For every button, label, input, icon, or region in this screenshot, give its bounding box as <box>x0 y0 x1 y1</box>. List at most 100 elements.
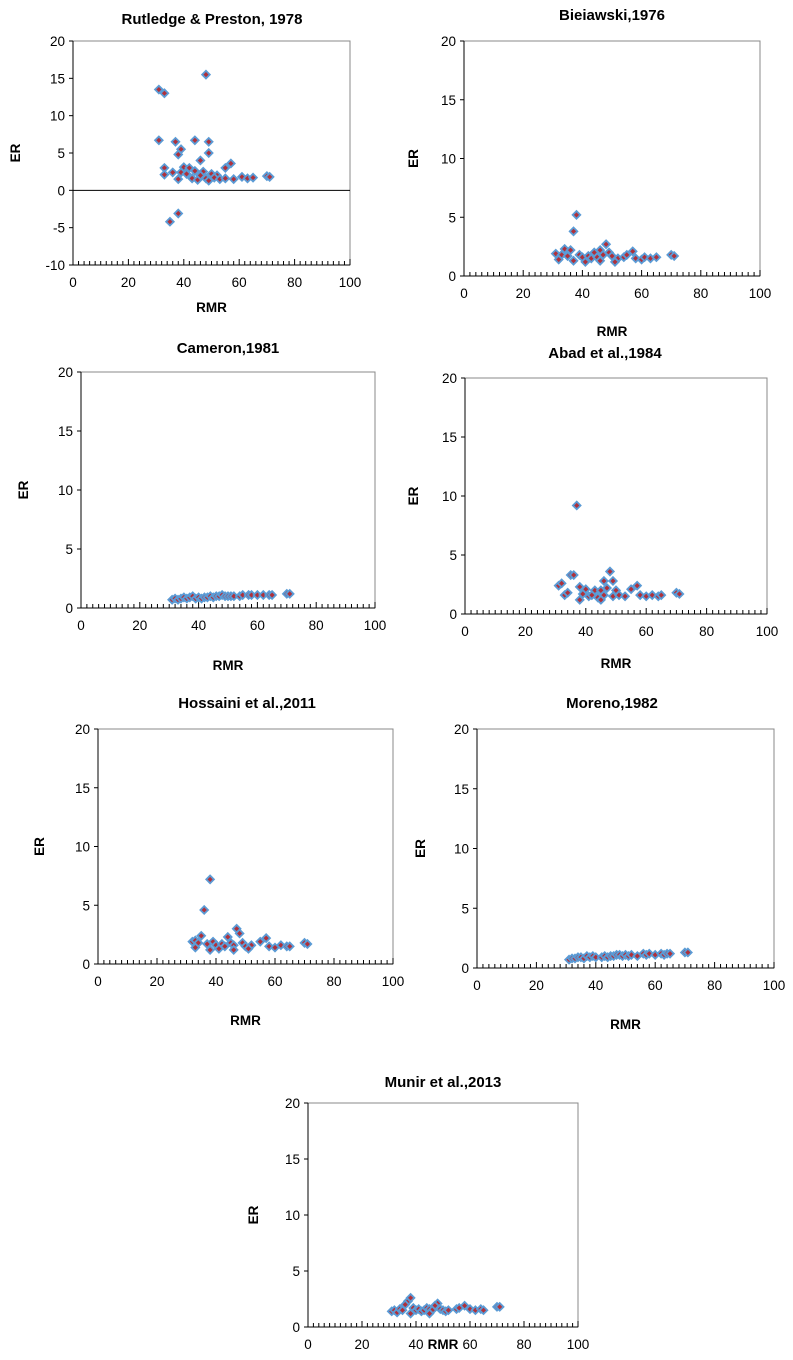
x-tick-label: 60 <box>634 286 649 301</box>
y-tick-label: 20 <box>285 1096 300 1111</box>
x-tick-label: 60 <box>648 978 663 993</box>
x-tick-label: 20 <box>518 624 533 639</box>
data-point <box>267 589 278 601</box>
data-point <box>607 575 619 587</box>
x-tick-label: 60 <box>232 275 247 290</box>
x-axis-label: RMR <box>601 656 632 671</box>
x-axis-label: RMR <box>610 1017 641 1032</box>
y-tick-label: 20 <box>441 34 456 49</box>
x-tick-label: 100 <box>339 275 362 290</box>
y-axis-label: ER <box>16 480 31 499</box>
y-axis-label: ER <box>406 149 421 168</box>
chart-title: Munir et al.,2013 <box>385 1074 502 1091</box>
x-tick-label: 100 <box>567 1337 590 1352</box>
data-point <box>255 936 266 947</box>
x-tick-label: 20 <box>354 1337 369 1352</box>
data-point <box>595 594 606 605</box>
y-tick-label: 15 <box>285 1152 300 1167</box>
scatter-panel-5: 0 5 10 15 20 0 20 40 60 80 100 Hossaini et al.,2011… <box>32 695 404 1028</box>
x-tick-label: 80 <box>699 624 714 639</box>
data-point <box>562 250 573 262</box>
y-tick-label: 0 <box>448 269 456 284</box>
x-tick-label: 0 <box>77 618 85 633</box>
data-point <box>669 250 680 262</box>
data-point <box>195 155 206 166</box>
y-tick-label: 5 <box>449 548 457 563</box>
data-point <box>600 239 612 250</box>
data-point <box>159 88 170 99</box>
x-tick-label: 40 <box>208 974 223 989</box>
x-axis-label: RMR <box>196 300 227 315</box>
y-tick-label: 0 <box>449 607 457 622</box>
data-point <box>264 171 275 182</box>
y-tick-label: 0 <box>65 601 73 616</box>
chart-title: Abad et al.,1984 <box>548 345 662 362</box>
data-point <box>234 928 245 939</box>
data-point <box>619 591 631 602</box>
data-point <box>258 589 269 601</box>
y-tick-label: -5 <box>53 221 65 236</box>
data-point <box>159 162 170 174</box>
y-tick-label: 10 <box>442 489 457 504</box>
y-tick-label: 15 <box>75 781 90 796</box>
data-point <box>247 172 259 183</box>
data-point <box>220 162 231 174</box>
x-axis-label: RMR <box>597 324 628 339</box>
x-tick-label: 0 <box>69 275 77 290</box>
data-point <box>656 590 667 601</box>
y-tick-label: 0 <box>292 1320 300 1335</box>
data-point <box>159 169 170 180</box>
data-point <box>205 874 216 885</box>
data-point <box>173 208 184 219</box>
plot-area <box>476 728 775 969</box>
y-tick-label: 10 <box>50 109 65 124</box>
data-point <box>243 943 254 954</box>
y-tick-label: 5 <box>461 901 469 916</box>
x-tick-label: 80 <box>693 286 708 301</box>
y-tick-label: 15 <box>442 430 457 445</box>
x-tick-label: 80 <box>287 275 302 290</box>
data-point <box>604 566 616 577</box>
x-tick-label: 40 <box>578 624 593 639</box>
x-axis-label: RMR <box>213 658 244 673</box>
x-tick-label: 60 <box>462 1337 477 1352</box>
y-tick-label: 20 <box>75 722 90 737</box>
data-point <box>200 69 212 80</box>
chart-title: Rutledge & Preston, 1978 <box>122 11 303 28</box>
y-tick-label: 20 <box>454 722 469 737</box>
y-tick-label: 5 <box>65 542 73 557</box>
x-tick-label: 20 <box>132 618 147 633</box>
data-point <box>574 594 585 605</box>
data-point <box>228 591 239 602</box>
scatter-panel-6: 0 5 10 15 20 0 20 40 60 80 100 Moreno,1982 RMR ER <box>413 695 785 1032</box>
y-axis-label: ER <box>8 143 23 162</box>
x-tick-label: 80 <box>309 618 324 633</box>
x-tick-label: 0 <box>304 1337 312 1352</box>
chart-title: Moreno,1982 <box>566 695 658 712</box>
scatter-panel-4: 0 5 10 15 20 0 20 40 60 80 100 Abad et al.,1984 RMR E… <box>406 345 778 671</box>
plot-area <box>464 377 768 615</box>
data-point <box>682 947 693 958</box>
data-point <box>246 589 257 601</box>
y-tick-label: 0 <box>461 961 469 976</box>
x-tick-label: 20 <box>149 974 164 989</box>
y-tick-label: 15 <box>454 782 469 797</box>
data-point <box>213 943 225 954</box>
y-tick-label: 10 <box>58 483 73 498</box>
chart-title: Hossaini et al.,2011 <box>178 695 316 712</box>
x-tick-label: 20 <box>529 978 544 993</box>
plot-area <box>97 728 394 965</box>
scatter-panel-7: 0 5 10 15 20 0 20 40 60 80 100 Munir et al.,2013 RMR… <box>246 1074 589 1352</box>
x-tick-label: 0 <box>460 286 468 301</box>
data-point <box>173 174 184 185</box>
x-tick-label: 100 <box>364 618 387 633</box>
y-tick-label: 0 <box>82 957 90 972</box>
x-tick-label: 80 <box>326 974 341 989</box>
x-axis-label: RMR <box>230 1013 261 1028</box>
x-tick-label: 60 <box>250 618 265 633</box>
data-point <box>562 587 573 598</box>
data-point <box>674 588 685 600</box>
x-axis-label: RMR <box>428 1337 459 1352</box>
data-point <box>170 136 181 147</box>
y-tick-label: 10 <box>285 1208 300 1223</box>
